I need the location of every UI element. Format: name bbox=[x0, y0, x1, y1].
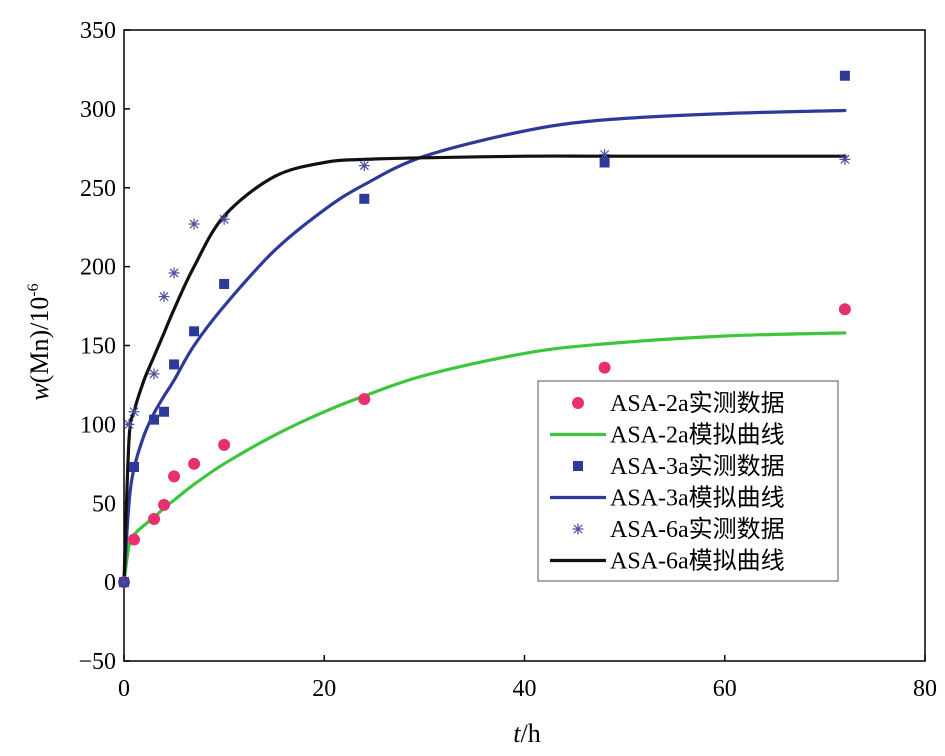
data-point-2-4 bbox=[169, 359, 180, 370]
legend-marker-swatch bbox=[572, 397, 584, 409]
data-point-0-2 bbox=[148, 513, 161, 526]
data-point-4-7 bbox=[218, 213, 230, 225]
y-tick-label: 50 bbox=[92, 491, 116, 517]
data-point-2-5 bbox=[189, 326, 200, 337]
legend-label: ASA-6a实测数据 bbox=[610, 516, 785, 543]
legend-box bbox=[537, 380, 839, 582]
data-point-2-1 bbox=[129, 461, 140, 472]
y-axis-label-var: w bbox=[25, 383, 54, 401]
x-tick-label: 40 bbox=[513, 676, 537, 702]
x-tick-label: 0 bbox=[118, 676, 130, 702]
x-tick-label: 80 bbox=[913, 676, 937, 702]
data-point-0-5 bbox=[188, 457, 201, 470]
y-tick-label: 300 bbox=[80, 97, 116, 123]
series-line-3 bbox=[122, 108, 847, 584]
data-point-2-3 bbox=[159, 406, 170, 417]
data-point-4-3 bbox=[148, 368, 160, 380]
series-lines bbox=[122, 108, 847, 584]
data-point-4-8 bbox=[358, 160, 370, 172]
y-tick-label: 250 bbox=[80, 176, 116, 202]
data-point-0-4 bbox=[168, 470, 181, 483]
data-point-0-8 bbox=[598, 361, 611, 374]
data-point-0-9 bbox=[838, 303, 851, 316]
legend: ASA-2a实测数据 ASA-2a模拟曲线 ASA-3a实测数据 ASA-3a模拟曲线… bbox=[537, 380, 839, 582]
y-tick-label: 150 bbox=[80, 334, 116, 360]
y-tick-label: −50 bbox=[78, 649, 116, 675]
x-tick-label: 20 bbox=[312, 676, 336, 702]
series-line-5 bbox=[122, 154, 847, 584]
series-line-1 bbox=[122, 331, 847, 584]
data-point-4-1 bbox=[123, 418, 135, 430]
x-axis-label-var: t bbox=[513, 719, 521, 748]
data-point-0-7 bbox=[358, 393, 371, 406]
y-axis-label: w(Mn)/10-6 bbox=[25, 283, 54, 400]
x-axis-label: t/h bbox=[513, 719, 540, 748]
data-point-2-9 bbox=[839, 70, 850, 81]
legend-label: ASA-6a模拟曲线 bbox=[610, 548, 785, 575]
data-point-2-7 bbox=[359, 193, 370, 204]
y-tick-label: 100 bbox=[80, 412, 116, 438]
legend-label: ASA-2a实测数据 bbox=[610, 390, 785, 417]
data-point-4-10 bbox=[839, 153, 851, 165]
data-point-0-1 bbox=[128, 533, 141, 546]
legend-marker-swatch bbox=[573, 461, 583, 471]
y-tick-label: 350 bbox=[80, 18, 116, 44]
y-tick-label: 0 bbox=[104, 570, 116, 596]
data-point-4-2 bbox=[128, 406, 140, 418]
y-axis-label-unit: (Mn)/10 bbox=[25, 297, 54, 384]
y-axis-label-exponent: -6 bbox=[25, 283, 42, 296]
legend-label: ASA-3a模拟曲线 bbox=[610, 485, 785, 512]
series-points bbox=[118, 70, 851, 589]
legend-label: ASA-2a模拟曲线 bbox=[610, 422, 785, 449]
data-point-2-6 bbox=[219, 278, 230, 289]
y-tick-label: 200 bbox=[80, 255, 116, 281]
data-point-4-9 bbox=[599, 149, 611, 161]
legend-marker-swatch bbox=[572, 523, 584, 535]
data-point-4-5 bbox=[168, 267, 180, 279]
data-point-4-6 bbox=[188, 218, 200, 230]
data-point-2-2 bbox=[149, 414, 160, 425]
legend-label: ASA-3a实测数据 bbox=[610, 453, 785, 480]
data-point-0-3 bbox=[158, 498, 171, 511]
data-point-4-4 bbox=[158, 291, 170, 303]
x-axis-label-unit: /h bbox=[521, 719, 541, 748]
x-tick-label: 60 bbox=[713, 676, 737, 702]
data-point-0-6 bbox=[218, 438, 231, 451]
data-point-2-8 bbox=[599, 157, 610, 168]
data-point-4-0 bbox=[118, 576, 130, 588]
